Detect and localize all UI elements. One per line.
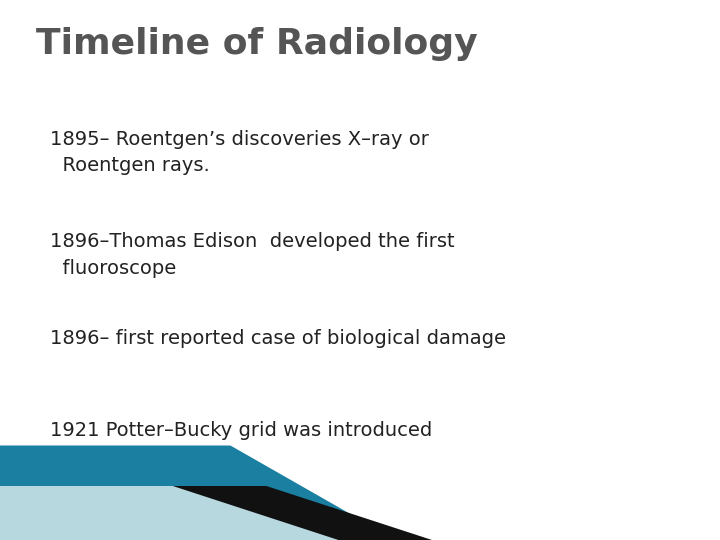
Text: 1921 Potter–Bucky grid was introduced: 1921 Potter–Bucky grid was introduced: [50, 421, 433, 440]
Text: 1896– first reported case of biological damage: 1896– first reported case of biological …: [50, 329, 506, 348]
Polygon shape: [0, 486, 432, 540]
Polygon shape: [0, 446, 396, 540]
Text: Timeline of Radiology: Timeline of Radiology: [36, 27, 477, 61]
Text: 1895– Roentgen’s discoveries X–ray or
  Roentgen rays.: 1895– Roentgen’s discoveries X–ray or Ro…: [50, 130, 429, 175]
Text: 1896–Thomas Edison  developed the first
  fluoroscope: 1896–Thomas Edison developed the first f…: [50, 232, 455, 278]
Polygon shape: [0, 486, 338, 540]
